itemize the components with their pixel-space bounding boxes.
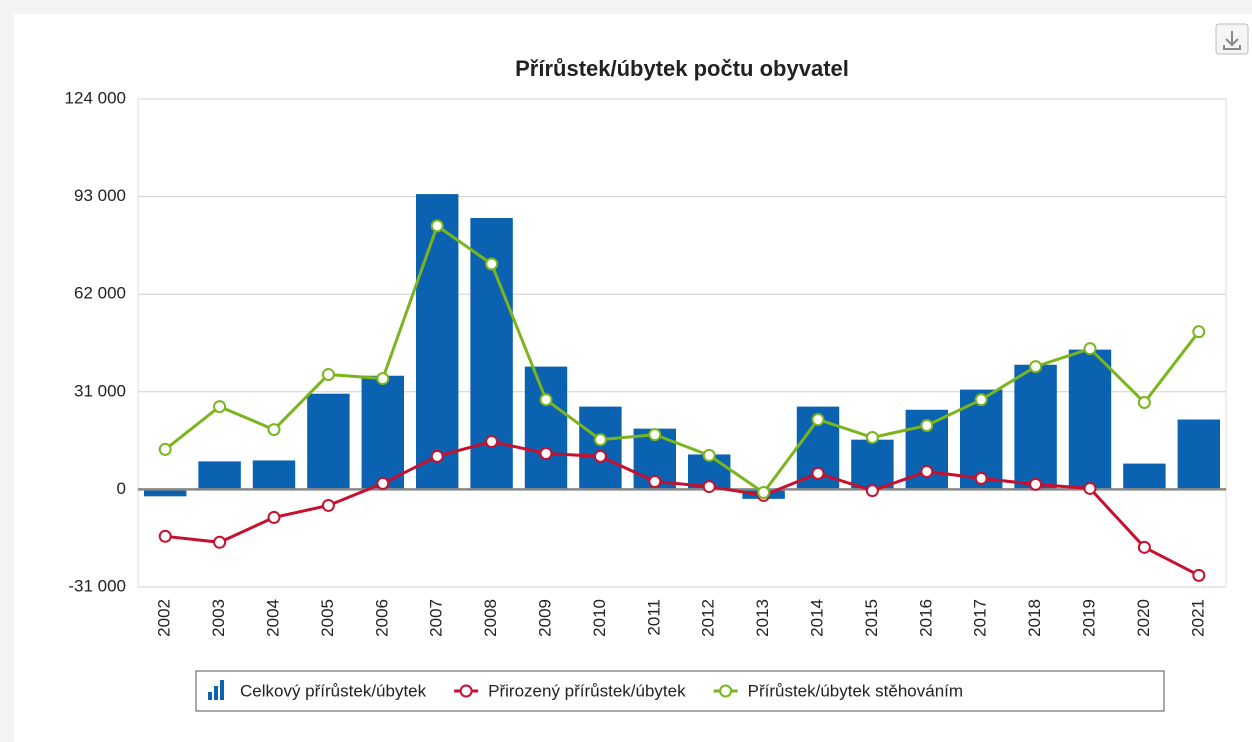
legend-box [195, 670, 1165, 712]
bar [198, 461, 241, 490]
x-tick-label: 2008 [481, 599, 500, 637]
point [865, 484, 879, 498]
point [1137, 396, 1151, 410]
point [1083, 342, 1097, 356]
legend-label: Přirozený přírůstek/úbytek [488, 681, 686, 700]
point [920, 464, 934, 478]
bar [524, 366, 568, 490]
x-tick-label: 2007 [427, 599, 446, 637]
line [164, 223, 1200, 495]
bar [1177, 419, 1221, 490]
point [1192, 325, 1206, 339]
x-tick-label: 2015 [862, 599, 881, 637]
point [1029, 360, 1043, 374]
point [702, 448, 716, 462]
y-tick-label: 0 [117, 479, 126, 498]
point [321, 498, 335, 512]
bar [252, 460, 296, 490]
legend-label: Přírůstek/úbytek stěhováním [748, 681, 963, 700]
point [430, 449, 444, 463]
point [811, 466, 825, 480]
line [165, 440, 1200, 577]
point [757, 486, 771, 500]
point [321, 367, 335, 381]
point [593, 449, 607, 463]
x-tick-label: 2018 [1025, 599, 1044, 637]
x-tick-label: 2017 [971, 599, 990, 637]
download-button[interactable] [1215, 23, 1249, 55]
plot-area [137, 98, 1227, 588]
y-tick-label: -31 000 [68, 576, 126, 595]
point [811, 413, 825, 427]
point [376, 476, 390, 490]
bar [415, 194, 459, 490]
x-tick-label: 2005 [318, 599, 337, 637]
point [158, 442, 172, 456]
x-tick-label: 2016 [916, 599, 935, 637]
y-tick-label: 62 000 [74, 284, 126, 303]
x-tick-label: 2009 [535, 599, 554, 637]
point [1137, 540, 1151, 554]
bar [1014, 364, 1057, 490]
x-tick-label: 2010 [590, 599, 609, 637]
legend-icon [214, 686, 218, 700]
bar [361, 375, 405, 490]
point [213, 400, 227, 414]
x-tick-label: 2014 [807, 599, 826, 637]
point [267, 510, 281, 524]
point [158, 529, 172, 543]
point [485, 257, 499, 271]
y-tick-label: 124 000 [65, 88, 126, 107]
x-tick-label: 2012 [699, 599, 718, 637]
x-tick-label: 2002 [155, 599, 174, 637]
legend-icon [220, 680, 224, 700]
bar [1123, 463, 1166, 490]
x-tick-label: 2013 [753, 599, 772, 637]
point [267, 423, 281, 437]
point [648, 428, 662, 442]
x-tick-label: 2021 [1188, 599, 1207, 637]
point [430, 219, 444, 233]
point [376, 372, 390, 386]
point [702, 480, 716, 494]
point [539, 447, 553, 461]
x-tick-label: 2003 [209, 599, 228, 637]
point [1192, 568, 1206, 582]
x-tick-label: 2020 [1134, 599, 1153, 637]
y-tick-label: 93 000 [74, 186, 126, 205]
point [1083, 481, 1097, 495]
point [974, 471, 988, 485]
point [593, 433, 607, 447]
point [648, 475, 662, 489]
point [213, 535, 227, 549]
point [920, 418, 934, 432]
bar [307, 393, 350, 490]
legend-icon [208, 692, 212, 700]
legend-label: Celkový přírůstek/úbytek [240, 681, 427, 700]
x-tick-label: 2004 [263, 599, 282, 637]
bar [851, 439, 894, 490]
bar [579, 406, 622, 490]
y-tick-label: 31 000 [74, 381, 126, 400]
bar [143, 489, 187, 497]
point [539, 393, 553, 407]
point [974, 393, 988, 407]
x-tick-label: 2006 [372, 599, 391, 637]
x-tick-label: 2011 [644, 599, 663, 636]
x-tick-label: 2019 [1079, 599, 1098, 637]
legend-icon [719, 684, 733, 698]
point [865, 430, 879, 444]
legend-icon [459, 684, 473, 698]
point [1029, 477, 1043, 491]
chart-title: Přírůstek/úbytek počtu obyvatel [515, 56, 849, 81]
bar [1068, 349, 1112, 490]
point [485, 435, 499, 449]
